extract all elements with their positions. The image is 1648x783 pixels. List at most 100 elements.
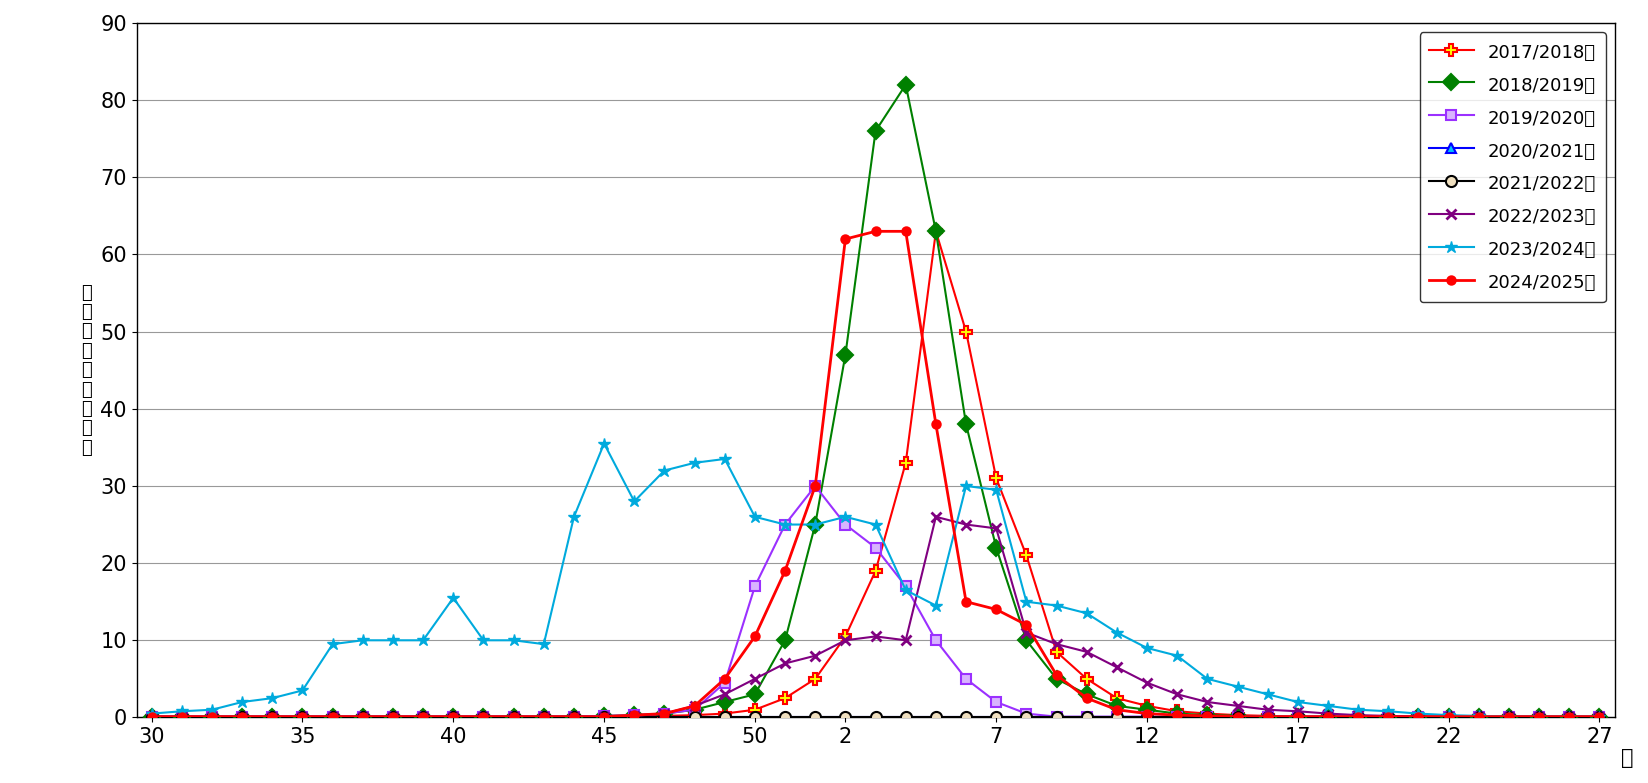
- 2023/2024年: [1167, 651, 1187, 660]
- 2018/2019年: [292, 712, 311, 721]
- 2024/2025年: [1076, 694, 1096, 703]
- 2021/2022年: [1196, 713, 1216, 722]
- 2023/2024年: [292, 686, 311, 695]
- 2020/2021年: [1498, 713, 1518, 722]
- 2024/2025年: [1046, 670, 1066, 680]
- 2021/2022年: [1589, 713, 1608, 722]
- 2022/2023年: [775, 659, 794, 668]
- 2019/2020年: [1167, 712, 1187, 721]
- 2018/2019年: [1498, 712, 1518, 721]
- 2021/2022年: [503, 713, 522, 722]
- 2021/2022年: [895, 713, 915, 722]
- 2019/2020年: [836, 520, 855, 529]
- 2022/2023年: [1046, 640, 1066, 649]
- 2020/2021年: [926, 713, 946, 722]
- 2018/2019年: [171, 712, 191, 721]
- 2018/2019年: [1317, 712, 1337, 721]
- 2021/2022年: [684, 713, 704, 722]
- 2024/2025年: [926, 420, 946, 429]
- 2024/2025年: [171, 712, 191, 721]
- 2018/2019年: [534, 712, 554, 721]
- 2023/2024年: [1137, 644, 1157, 653]
- 2017/2018年: [865, 566, 885, 576]
- 2017/2018年: [171, 712, 191, 721]
- 2023/2024年: [593, 438, 613, 448]
- 2018/2019年: [1076, 690, 1096, 699]
- 2023/2024年: [232, 698, 252, 707]
- 2019/2020年: [1498, 712, 1518, 721]
- 2017/2018年: [836, 632, 855, 641]
- 2017/2018年: [473, 712, 493, 721]
- Line: 2019/2020年: 2019/2020年: [147, 481, 1604, 721]
- 2022/2023年: [203, 712, 222, 721]
- 2017/2018年: [1106, 694, 1126, 703]
- 2022/2023年: [503, 712, 522, 721]
- 2018/2019年: [564, 712, 583, 721]
- 2021/2022年: [142, 713, 162, 722]
- 2021/2022年: [473, 713, 493, 722]
- 2024/2025年: [895, 226, 915, 236]
- 2017/2018年: [1407, 712, 1427, 721]
- 2020/2021年: [414, 713, 433, 722]
- 2021/2022年: [323, 713, 343, 722]
- 2024/2025年: [142, 712, 162, 721]
- 2021/2022年: [203, 713, 222, 722]
- 2024/2025年: [1106, 705, 1126, 714]
- 2021/2022年: [1106, 713, 1126, 722]
- 2021/2022年: [654, 713, 674, 722]
- 2021/2022年: [804, 713, 824, 722]
- 2017/2018年: [262, 712, 282, 721]
- Line: 2018/2019年: 2018/2019年: [147, 79, 1604, 722]
- 2022/2023年: [684, 701, 704, 710]
- 2017/2018年: [986, 474, 1005, 483]
- 2021/2022年: [1257, 713, 1277, 722]
- 2019/2020年: [1468, 712, 1488, 721]
- 2018/2019年: [414, 712, 433, 721]
- 2020/2021年: [382, 713, 402, 722]
- 2020/2021年: [1528, 713, 1547, 722]
- 2021/2022年: [625, 713, 644, 722]
- 2019/2020年: [1015, 709, 1035, 718]
- 2021/2022年: [1167, 713, 1187, 722]
- 2020/2021年: [1559, 713, 1579, 722]
- 2018/2019年: [654, 709, 674, 718]
- 2024/2025年: [1167, 710, 1187, 720]
- 2019/2020年: [323, 712, 343, 721]
- 2017/2018年: [1046, 648, 1066, 657]
- 2023/2024年: [1498, 712, 1518, 721]
- 2019/2020年: [1317, 712, 1337, 721]
- 2022/2023年: [1167, 690, 1187, 699]
- 2022/2023年: [804, 651, 824, 660]
- 2022/2023年: [353, 712, 372, 721]
- 2024/2025年: [203, 712, 222, 721]
- 2022/2023年: [232, 712, 252, 721]
- 2022/2023年: [625, 711, 644, 720]
- 2023/2024年: [171, 706, 191, 716]
- 2019/2020年: [1046, 712, 1066, 721]
- 2024/2025年: [443, 712, 463, 721]
- 2024/2025年: [323, 712, 343, 721]
- 2019/2020年: [1348, 712, 1368, 721]
- 2017/2018年: [1559, 712, 1579, 721]
- 2017/2018年: [1137, 701, 1157, 710]
- 2019/2020年: [625, 710, 644, 720]
- 2021/2022年: [956, 713, 976, 722]
- 2018/2019年: [956, 420, 976, 429]
- 2018/2019年: [262, 712, 282, 721]
- 2024/2025年: [625, 710, 644, 720]
- 2022/2023年: [382, 712, 402, 721]
- 2018/2019年: [1106, 701, 1126, 710]
- 2020/2021年: [534, 713, 554, 722]
- 2019/2020年: [593, 711, 613, 720]
- 2021/2022年: [1287, 713, 1307, 722]
- 2022/2023年: [926, 512, 946, 521]
- 2018/2019年: [1559, 712, 1579, 721]
- 2021/2022年: [353, 713, 372, 722]
- 2021/2022年: [382, 713, 402, 722]
- 2018/2019年: [684, 705, 704, 714]
- 2020/2021年: [1257, 713, 1277, 722]
- 2024/2025年: [1498, 712, 1518, 721]
- 2019/2020年: [1589, 712, 1608, 721]
- 2020/2021年: [142, 713, 162, 722]
- 2023/2024年: [1287, 698, 1307, 707]
